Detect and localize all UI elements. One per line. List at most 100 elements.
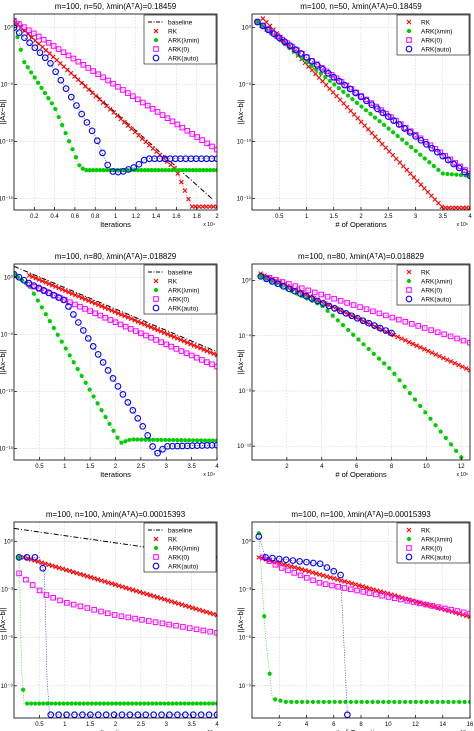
circle-marker [297,50,305,57]
series-ark-auto- [257,273,395,337]
square-marker [416,600,423,607]
x-marker [446,205,452,210]
dot-marker [370,699,375,705]
circle-marker [52,68,59,76]
square-marker [43,592,50,598]
dot-marker [323,75,328,80]
circle-marker [41,54,49,62]
dot-marker [428,416,433,421]
circle-marker [265,26,272,34]
square-marker [164,115,171,121]
x-marker [42,561,48,567]
x-marker [457,205,462,210]
dot-marker [91,394,96,399]
x-marker [317,572,323,577]
grid-lines [252,264,470,460]
x-marker [181,338,187,344]
circle-marker [319,65,327,73]
dot-marker [381,122,387,128]
legend-entry: ARK(0) [153,46,189,54]
dot-marker [32,75,37,80]
x-marker [460,205,466,210]
baseline-line [14,265,217,353]
square-marker [366,590,373,596]
y-tick-label: 10⁰ [242,278,252,285]
circle-marker [62,85,70,93]
series-line [258,536,348,715]
dot-marker [109,701,115,706]
square-marker [460,609,467,616]
square-marker [115,83,121,90]
circle-marker [406,129,414,136]
dot-marker [55,332,60,337]
legend-label: RK [421,528,431,535]
legend-entry: ARK(auto) [152,304,198,313]
x-marker [393,156,399,162]
x-marker [214,352,217,358]
dot-marker [376,356,382,361]
square-marker [297,572,304,579]
dot-marker [382,361,387,366]
dot-marker [190,168,196,173]
circle-marker [14,270,18,278]
square-marker [207,628,213,635]
circle-marker [316,560,324,568]
x-marker [433,352,439,357]
legend-label: ARK(0) [168,297,189,304]
square-marker [166,621,173,628]
dot-marker [152,168,158,173]
circle-marker [75,319,82,326]
x-marker [40,44,45,50]
x-marker [140,590,146,596]
circle-marker [346,85,354,93]
dot-marker [143,437,148,442]
legend-label: ARK(λmin) [421,279,452,286]
x-marker [81,572,87,578]
x-marker [330,90,336,95]
dot-marker [146,168,151,173]
x-marker [63,288,68,294]
circle-marker [144,432,152,439]
x-marker [379,141,385,147]
dot-marker [330,313,335,318]
dot-marker [346,327,351,333]
circle-marker [342,309,350,317]
x-axis-label: Iterations [100,728,131,731]
x-marker [155,594,160,600]
dot-marker [423,410,428,415]
x-marker [56,285,62,291]
x-marker [467,205,470,210]
square-marker [92,310,99,317]
square-marker [149,105,156,112]
x-marker [137,589,143,595]
x-marker [404,167,410,173]
dot-marker [194,701,199,706]
dot-marker [63,346,68,351]
circle-marker [164,442,171,450]
legend-label: ARK(auto) [168,306,198,313]
dot-marker [158,701,163,706]
x-multiplier: x 10⁴ [203,472,215,478]
y-tick-label: 10⁻⁹ [1,683,14,690]
circle-marker [79,711,86,718]
dot-marker [377,119,382,124]
circle-marker [188,442,196,450]
dot-marker [395,133,400,139]
x-marker [125,314,131,320]
x-tick-label: 6 [332,722,336,728]
x-marker [211,611,216,617]
x-marker [68,70,74,76]
dot-marker [89,701,94,706]
square-marker [90,68,97,74]
circle-marker [455,164,463,172]
x-marker [453,610,459,616]
dot-marker [412,397,418,402]
dot-marker [65,701,70,706]
legend-entry: ARK(auto) [405,45,451,54]
x-marker [349,313,355,319]
circle-marker [371,322,378,329]
dot-marker [49,101,54,106]
dot-marker [178,701,183,706]
x-marker [109,581,115,587]
series-ark-min- [14,272,217,445]
